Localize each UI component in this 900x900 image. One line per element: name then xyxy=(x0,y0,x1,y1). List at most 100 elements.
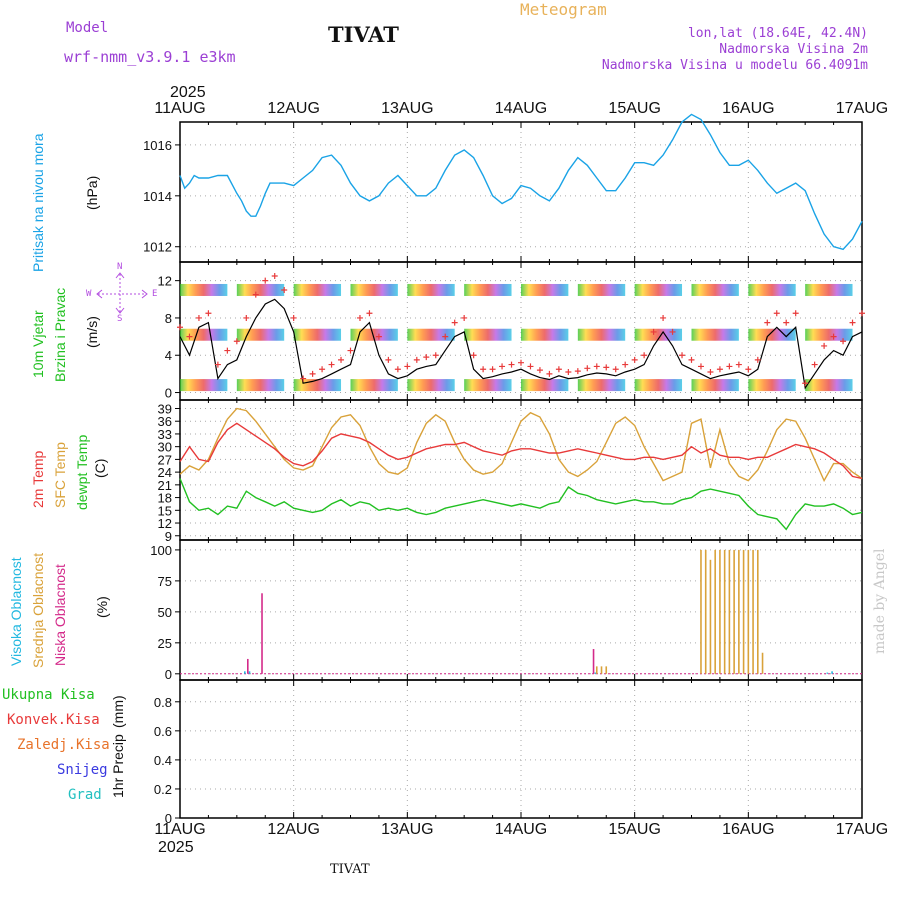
gust-marker xyxy=(319,366,326,373)
wind-barb-band xyxy=(407,283,455,296)
bottom-day-label: 12AUG xyxy=(267,821,320,838)
gust-marker xyxy=(650,328,657,335)
wind-barb-band xyxy=(521,379,569,392)
wind-barb-band xyxy=(236,328,285,341)
y-tick-label: 9 xyxy=(165,529,172,544)
y-tick-label: 50 xyxy=(158,605,172,620)
y-tick-label: 8 xyxy=(165,311,172,326)
legend-snow: Snijeg xyxy=(57,762,108,778)
y-tick-label: 0.4 xyxy=(154,753,172,768)
top-day-label: 12AUG xyxy=(267,100,320,117)
gust-marker xyxy=(243,314,250,321)
gust-marker xyxy=(499,363,506,370)
legend-graupel: Grad xyxy=(68,787,102,803)
gust-marker xyxy=(233,338,240,345)
wind-speed-line xyxy=(179,298,863,390)
wind-barb-band xyxy=(577,328,626,341)
gust-marker xyxy=(262,277,269,284)
legend-total-rain: Ukupna Kisa xyxy=(2,687,95,703)
wind-barb-band xyxy=(464,379,512,392)
wind-barb-band xyxy=(236,283,285,296)
y-tick-label: 1016 xyxy=(143,138,172,153)
gust-marker xyxy=(641,352,648,359)
gust-marker xyxy=(764,319,771,326)
top-year-label: 2025 xyxy=(170,84,206,101)
gust-marker xyxy=(527,363,534,370)
y-tick-label: 1012 xyxy=(143,240,172,255)
gust-marker xyxy=(546,370,553,377)
wind-barb-band xyxy=(634,379,683,392)
gust-marker xyxy=(224,347,231,354)
top-day-label: 11AUG xyxy=(154,100,206,117)
wind-barb-band xyxy=(464,283,512,296)
gust-marker xyxy=(840,338,847,345)
wind-barb-band xyxy=(407,328,455,341)
wind-barb-band xyxy=(805,328,853,341)
wind-barb-band xyxy=(577,379,626,392)
gust-marker xyxy=(451,319,458,326)
gust-marker xyxy=(432,352,439,359)
gust-marker xyxy=(423,354,430,361)
gust-marker xyxy=(489,366,496,373)
y-tick-label: 100 xyxy=(150,543,172,558)
gust-marker xyxy=(328,361,335,368)
wind-barb-band xyxy=(691,328,739,341)
gust-marker xyxy=(281,286,288,293)
y-tick-label: 0.2 xyxy=(154,782,172,797)
model-label: Model xyxy=(66,20,109,36)
gust-marker xyxy=(660,314,667,321)
gust-marker xyxy=(356,314,363,321)
bottom-day-label: 14AUG xyxy=(494,821,548,838)
bottom-day-label: 16AUG xyxy=(722,821,775,838)
y-tick-label: 27 xyxy=(158,452,172,467)
pressure-line xyxy=(179,113,863,251)
y-tick-label: 75 xyxy=(158,574,172,589)
wind-barb-band xyxy=(521,328,569,341)
legend-convective-rain: Konvek.Kisa xyxy=(7,712,100,728)
y-tick-label: 12 xyxy=(158,516,172,531)
gust-marker xyxy=(679,352,686,359)
wind-barb-band xyxy=(748,283,796,296)
y-tick-label: 15 xyxy=(158,503,172,518)
compass-arrows xyxy=(96,272,148,314)
bottom-year-label: 2025 xyxy=(158,839,194,856)
y-tick-label: 0.8 xyxy=(154,695,172,710)
gust-marker xyxy=(603,364,610,371)
temp2m-line xyxy=(179,422,863,480)
y-tick-label: 25 xyxy=(158,636,172,651)
y-tick-label: 21 xyxy=(158,478,172,493)
wind-barb-band xyxy=(464,328,512,341)
wind-barb-band xyxy=(691,283,739,296)
wind-barb-band xyxy=(407,379,455,392)
compass-west: W xyxy=(86,289,92,299)
wind-barb-band xyxy=(350,379,398,392)
gust-marker xyxy=(811,361,818,368)
wind-barb-band xyxy=(691,379,739,392)
gust-marker xyxy=(859,310,865,317)
gust-marker xyxy=(754,356,761,363)
gust-marker xyxy=(631,356,638,363)
gust-marker xyxy=(461,314,468,321)
gust-marker xyxy=(347,347,354,354)
compass-rose: N E S W xyxy=(80,262,160,324)
panel-frame xyxy=(179,679,863,819)
compass-east: E xyxy=(152,289,158,299)
y-tick-label: 30 xyxy=(158,440,172,455)
altitude-label: Nadmorska Visina 2m xyxy=(719,42,868,57)
gust-marker xyxy=(338,356,345,363)
legend-frozen-rain: Zaledj.Kisa xyxy=(17,737,110,753)
wind-barb-band xyxy=(350,283,398,296)
y-tick-label: 0 xyxy=(165,667,172,682)
gust-marker xyxy=(536,367,543,374)
y-tick-label: 0 xyxy=(165,386,172,401)
model-name: wrf-nmm_v3.9.1 e3km xyxy=(64,48,236,66)
y-tick-label: 36 xyxy=(158,414,172,429)
gust-marker xyxy=(593,363,600,370)
bottom-day-label: 13AUG xyxy=(381,821,434,838)
y-tick-label: 4 xyxy=(165,348,172,363)
wind-barb-band xyxy=(293,283,342,296)
gust-marker xyxy=(205,310,212,317)
gust-marker xyxy=(612,366,619,373)
y-tick-label: 0.6 xyxy=(154,724,172,739)
